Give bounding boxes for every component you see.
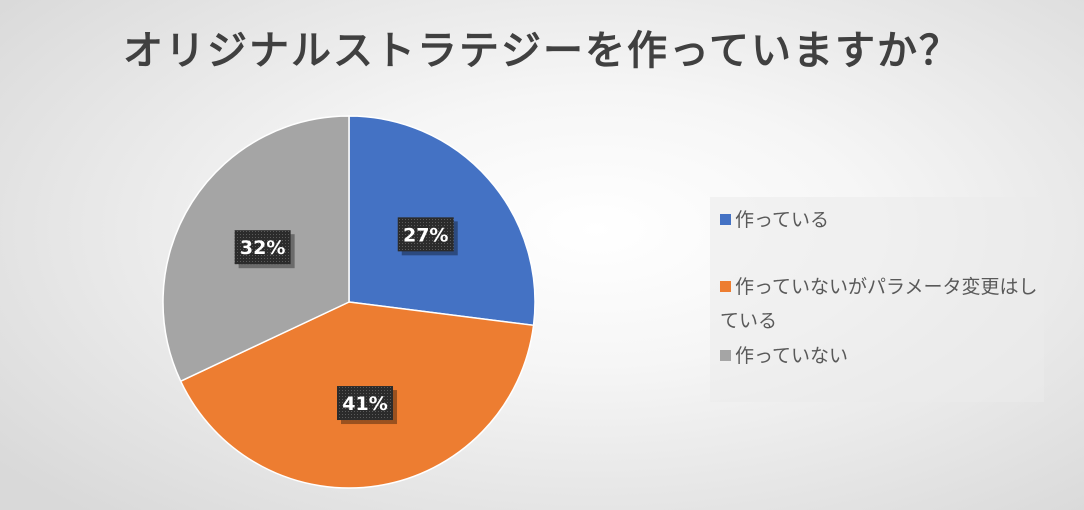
legend-label-made: 作っている <box>735 209 830 231</box>
data-label-text: 41% <box>342 393 387 415</box>
data-label: 41% <box>337 386 398 425</box>
data-label: 27% <box>397 217 458 256</box>
legend: 作っている 作っていないがパラメータ変更はしている 作っていない <box>710 197 1044 402</box>
legend-item-not-made: 作っていない <box>720 339 1040 373</box>
legend-label-not-made: 作っていない <box>735 345 849 367</box>
data-label-text: 27% <box>403 224 448 246</box>
legend-label-params-changed: 作っていないがパラメータ変更はしている <box>720 276 1038 332</box>
data-label-text: 32% <box>240 237 285 259</box>
legend-item-made: 作っている <box>720 203 1040 237</box>
legend-swatch-params-changed <box>720 281 731 292</box>
legend-item-params-changed: 作っていないがパラメータ変更はしている <box>720 270 1040 338</box>
data-label: 32% <box>234 230 295 269</box>
legend-swatch-made <box>720 214 731 225</box>
legend-swatch-not-made <box>720 350 731 361</box>
chart-title: オリジナルストラテジーを作っていますか？ <box>123 28 961 74</box>
